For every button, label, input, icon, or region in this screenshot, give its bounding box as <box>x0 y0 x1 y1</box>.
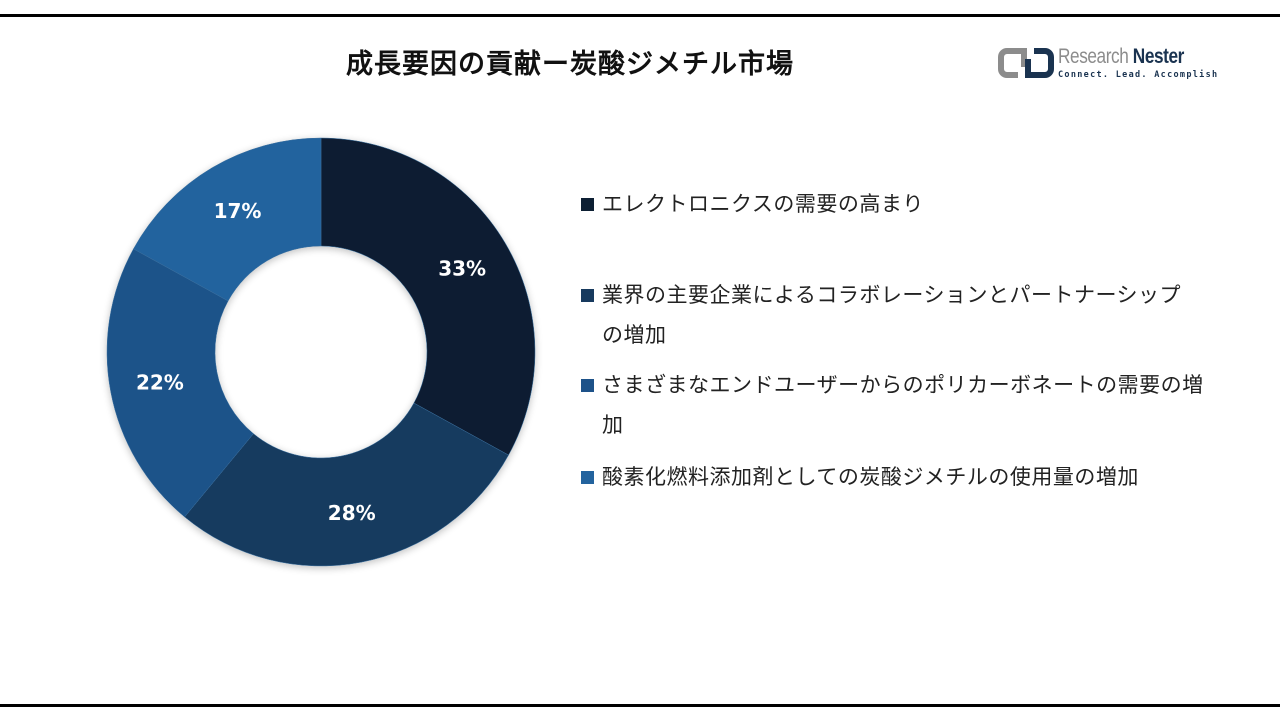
legend-item-collaboration: 業界の主要企業によるコラボレーションとパートナーシップの増加 <box>581 275 1187 355</box>
legend-swatch-2 <box>581 289 594 302</box>
legend-swatch-4 <box>581 471 594 484</box>
legend-swatch-3 <box>581 379 594 392</box>
legend-label-3: さまざまなエンドユーザーからのポリカーボネートの需要の増加 <box>602 373 1204 437</box>
logo-wordmark: Research Nester <box>1058 45 1184 69</box>
chart-title: 成長要因の貢献ー炭酸ジメチル市場 <box>346 49 794 80</box>
donut-slice-3 <box>106 248 254 518</box>
legend-label-1: エレクトロニクスの需要の高まり <box>602 192 924 216</box>
donut-chart-svg: 33% 28% 22% 17% <box>106 137 536 567</box>
donut-chart: 33% 28% 22% 17% <box>90 120 552 582</box>
research-nester-logo: Research Nester Connect. Lead. Accomplis… <box>998 45 1218 85</box>
legend-label-2: 業界の主要企業によるコラボレーションとパートナーシップの増加 <box>602 283 1182 347</box>
donut-slice-1 <box>320 137 536 456</box>
legend-item-polycarbonate: さまざまなエンドユーザーからのポリカーボネートの需要の増加 <box>581 365 1207 445</box>
slice-value-label-2: 28% <box>328 501 376 525</box>
top-border-rule <box>0 14 1280 17</box>
donut-slice-4 <box>133 137 322 302</box>
legend-label-4: 酸素化燃料添加剤としての炭酸ジメチルの使用量の増加 <box>602 465 1139 489</box>
logo-word-research: Research <box>1058 45 1129 68</box>
slice-value-label-3: 22% <box>136 371 184 395</box>
logo-tagline: Connect. Lead. Accomplish <box>1058 70 1219 80</box>
slice-value-label-1: 33% <box>438 257 486 281</box>
legend-item-fuel-additive: 酸素化燃料添加剤としての炭酸ジメチルの使用量の増加 <box>581 457 1242 497</box>
donut-slice-2 <box>184 402 509 567</box>
logo-word-nester: Nester <box>1132 45 1185 68</box>
legend-item-electronics: エレクトロニクスの需要の高まり <box>581 184 1202 224</box>
legend-swatch-1 <box>581 198 594 211</box>
slice-value-label-4: 17% <box>214 199 262 223</box>
bottom-border-rule <box>0 704 1280 707</box>
logo-mark-icon <box>998 48 1054 78</box>
